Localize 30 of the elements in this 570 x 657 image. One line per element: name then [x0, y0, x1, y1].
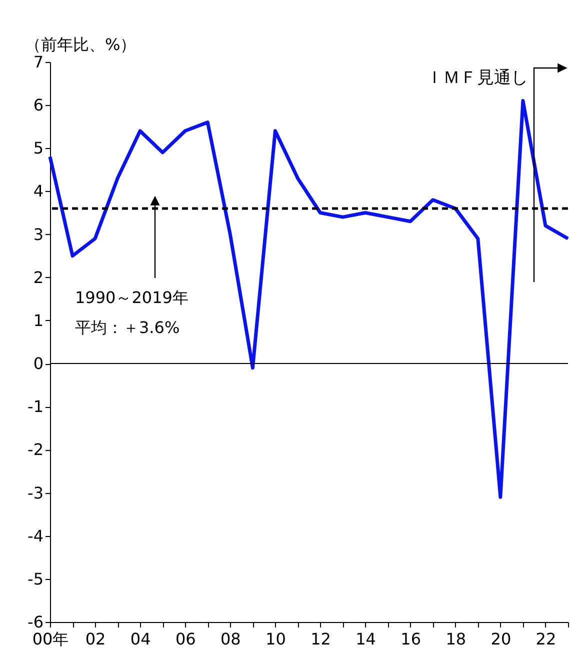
- y-tick-label: -5: [28, 569, 44, 588]
- y-tick-label: 0: [33, 354, 44, 374]
- y-tick-label: 3: [33, 224, 44, 244]
- y-axis-title: （前年比、%）: [25, 35, 136, 54]
- y-tick-label: -6: [28, 612, 44, 632]
- y-tick-label: 1: [33, 310, 44, 330]
- y-tick-label: 7: [33, 52, 44, 72]
- annotation: 平均：＋3.6%: [75, 318, 180, 337]
- y-tick-label: -1: [28, 397, 44, 416]
- x-tick-label: 02: [85, 630, 106, 648]
- x-tick-label: 00年: [32, 630, 69, 648]
- x-tick-label: 14: [356, 630, 376, 648]
- x-tick-label: 10: [266, 630, 286, 648]
- x-tick-label: 22: [536, 630, 556, 648]
- x-tick-label: 08: [220, 630, 241, 648]
- y-tick-label: 5: [33, 138, 44, 158]
- x-tick-label: 18: [446, 630, 466, 648]
- x-tick-label: 12: [310, 630, 331, 648]
- ref-line-label: 1990～2019年: [75, 288, 188, 307]
- x-tick-label: 20: [490, 630, 512, 648]
- x-tick-label: 06: [175, 630, 196, 648]
- y-tick-label: -3: [28, 483, 44, 502]
- y-tick-label: 6: [33, 96, 44, 115]
- y-tick-label: 4: [33, 182, 44, 201]
- x-tick-label: 04: [130, 630, 151, 648]
- y-tick-label: -2: [28, 440, 44, 460]
- y-tick-label: 2: [33, 268, 44, 287]
- annotation: ＩＭＦ見通し: [426, 68, 528, 88]
- x-tick-label: 16: [400, 630, 422, 648]
- y-tick-label: -4: [28, 526, 44, 546]
